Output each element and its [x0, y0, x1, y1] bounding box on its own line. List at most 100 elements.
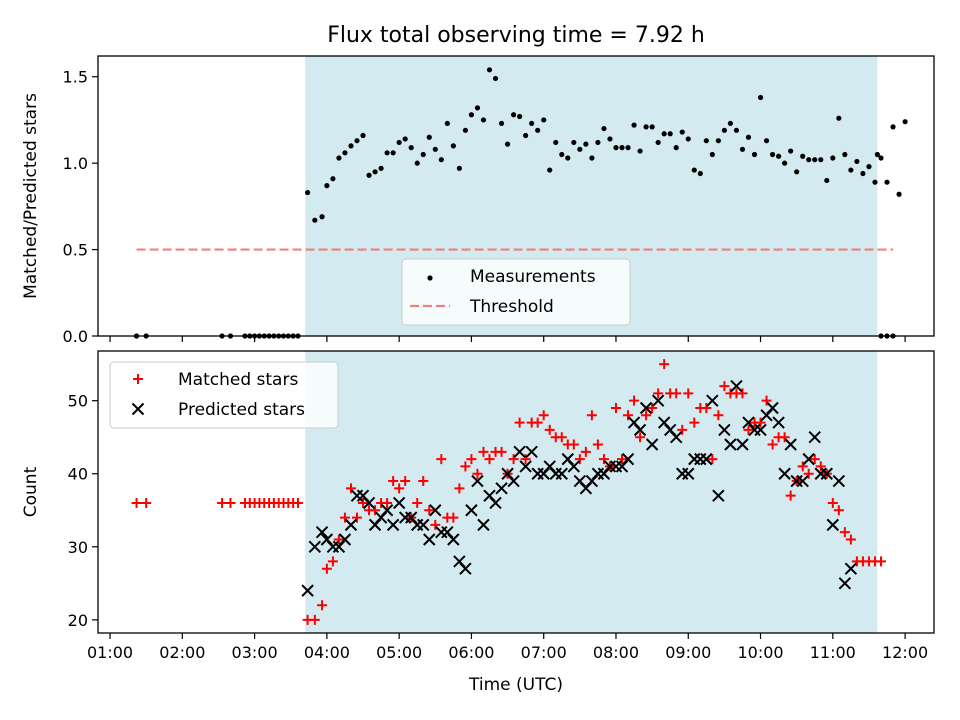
measurement-point [510, 112, 517, 118]
measurement-point [529, 120, 535, 127]
predicted-star-point [778, 467, 791, 480]
matched-star-point [827, 497, 838, 508]
measurement-point [631, 122, 637, 128]
predicted-star-point [712, 489, 725, 502]
measurement-point [492, 75, 499, 82]
predicted-star-point [417, 518, 430, 532]
x-tick-label: 09:00 [665, 643, 711, 662]
predicted-star-point [700, 452, 713, 466]
x-tick-label: 04:00 [304, 643, 350, 662]
matched-star-point [382, 497, 393, 508]
legend-plus-handle [133, 374, 143, 384]
measurement-point [312, 217, 318, 223]
matched-star-point [508, 454, 519, 465]
legend-box [109, 361, 339, 429]
measurement-point [902, 119, 908, 125]
matched-star-point [689, 417, 700, 428]
measurement-point [842, 151, 848, 158]
measurement-point [432, 146, 438, 152]
measurement-point [884, 179, 890, 185]
measurement-point [872, 179, 878, 185]
predicted-star-point [844, 562, 858, 575]
measurement-point [462, 127, 469, 133]
ratio-legend: Measurements Threshold [401, 258, 631, 326]
matched-star-point [400, 476, 411, 487]
measurement-point [818, 157, 824, 163]
measurement-point [426, 134, 432, 140]
matched-star-point [586, 410, 597, 421]
predicted-star-point [459, 562, 472, 575]
matched-star-point [797, 461, 808, 472]
matched-star-point [809, 454, 820, 465]
matched-star-point [544, 424, 555, 435]
measurement-point [830, 155, 836, 161]
measurement-point [456, 165, 462, 171]
measurement-point [854, 158, 860, 165]
measurement-point [498, 120, 505, 127]
x-tick-label: 06:00 [448, 643, 494, 662]
matched-star-point [466, 454, 477, 465]
y-tick-label: 40 [68, 465, 88, 484]
matched-star-point [833, 505, 844, 516]
predicted-star-point [820, 467, 833, 480]
predicted-star-point [832, 474, 846, 488]
predicted-star-point [706, 394, 719, 407]
x-tick-label: 12:00 [882, 643, 928, 662]
x-tick-label: 02:00 [159, 643, 205, 662]
matched-star-point [430, 519, 441, 530]
predicted-star-point [730, 379, 743, 393]
measurement-point [474, 105, 481, 111]
x-tick-label: 07:00 [521, 643, 567, 662]
matched-star-point [875, 556, 886, 567]
predicted-star-point [344, 518, 358, 532]
legend-label: Measurements [470, 267, 596, 287]
matched-star-point [141, 497, 152, 508]
measurement-point [625, 145, 631, 151]
legend-x-handle [131, 402, 145, 416]
matched-star-point [839, 527, 850, 538]
measurement-point [715, 138, 721, 144]
measurement-point [745, 134, 752, 140]
y-tick-label: 50 [68, 392, 88, 411]
predicted-star-point [784, 438, 797, 451]
measurement-point [553, 139, 559, 146]
matched-star-point [755, 417, 766, 428]
measurement-point [305, 189, 311, 196]
measurement-point [589, 155, 595, 161]
matched-star-point [358, 497, 369, 508]
predicted-star-point [380, 504, 394, 517]
measurement-point [384, 150, 390, 156]
x-tick-label: 08:00 [593, 643, 639, 662]
matched-star-point [623, 410, 634, 421]
measurement-point [697, 170, 703, 177]
matched-star-point [803, 468, 814, 479]
matched-star-point [351, 512, 362, 523]
measurement-point [601, 125, 607, 132]
matched-star-point [556, 432, 567, 443]
legend-label: Threshold [469, 297, 554, 317]
predicted-star-point [682, 467, 695, 480]
measurement-point [517, 113, 523, 120]
matched-star-point [677, 424, 688, 435]
predicted-star-point [362, 496, 376, 510]
matched-star-point [653, 388, 664, 399]
predicted-star-point [465, 504, 478, 517]
measurement-point [788, 148, 794, 154]
measurement-point [896, 191, 902, 197]
predicted-star-point [471, 474, 484, 488]
measurement-point [637, 148, 643, 154]
measurement-point [613, 145, 619, 151]
predicted-star-point [838, 577, 852, 590]
predicted-star-point [519, 460, 532, 473]
predicted-star-point [315, 525, 329, 539]
measurement-point [643, 124, 649, 130]
ratio-y-label: Matched/Predicted stars [21, 93, 41, 299]
matched-star-point [448, 512, 459, 523]
measurement-point [661, 131, 667, 137]
legend-dot-handle [427, 275, 433, 281]
measurement-point [619, 145, 625, 151]
y-tick-label: 30 [68, 538, 88, 557]
measurement-point [535, 127, 541, 133]
predicted-star-point [736, 438, 749, 451]
